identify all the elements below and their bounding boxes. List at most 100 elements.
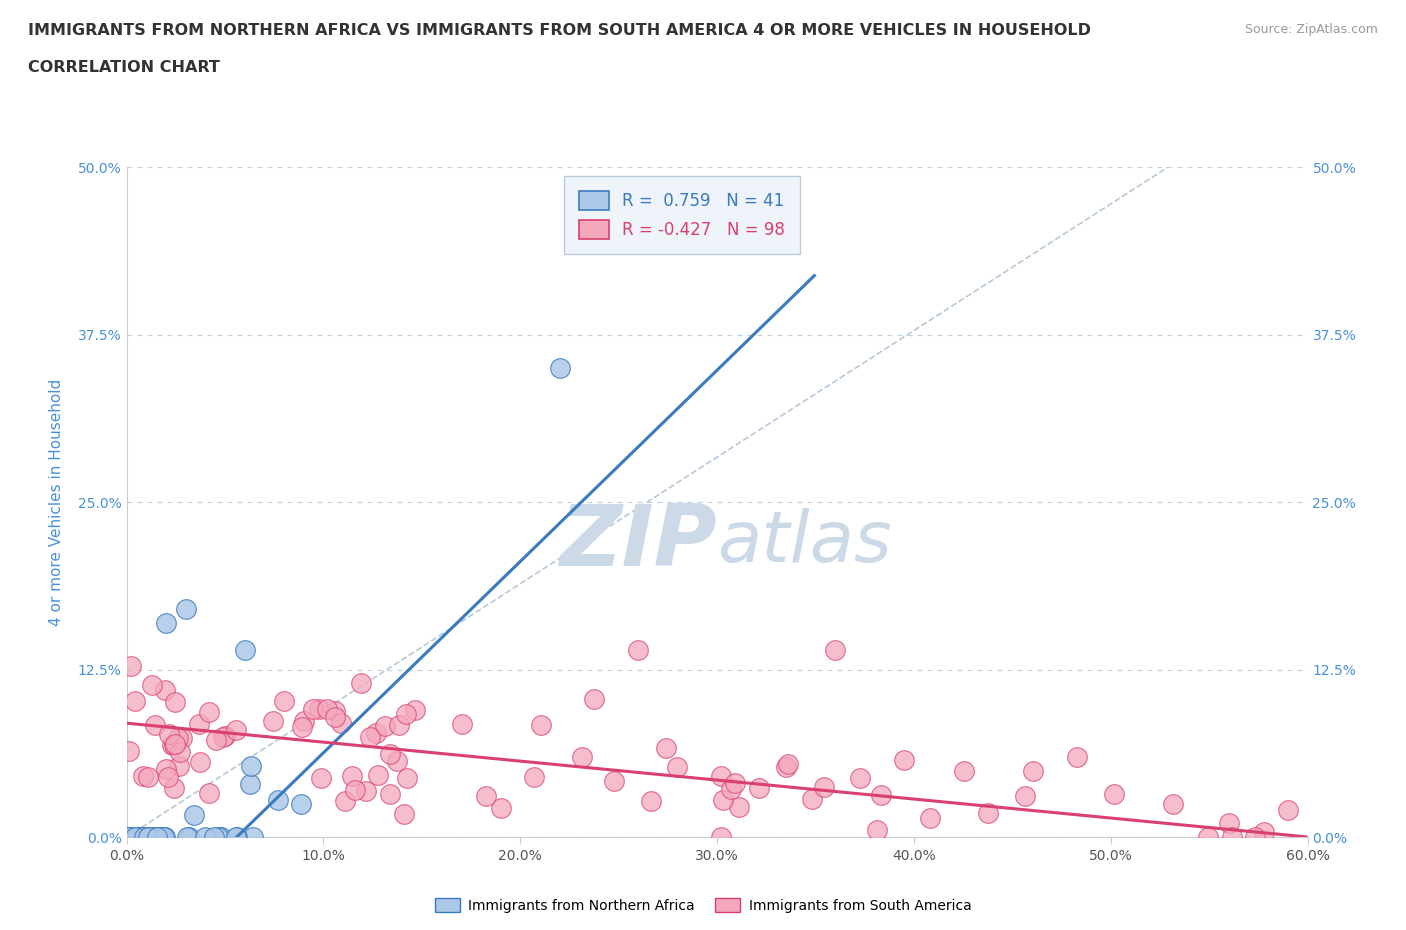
Point — [132, 830, 155, 844]
Point — [603, 774, 626, 789]
Point — [209, 830, 232, 844]
Point — [640, 793, 662, 808]
Point — [367, 767, 389, 782]
Point — [323, 704, 346, 719]
Point — [343, 783, 366, 798]
Point — [170, 730, 193, 745]
Point — [136, 830, 159, 844]
Point — [155, 761, 177, 776]
Point — [124, 830, 146, 844]
Point — [183, 807, 205, 822]
Point — [155, 616, 177, 631]
Point — [893, 752, 915, 767]
Text: CORRELATION CHART: CORRELATION CHART — [28, 60, 219, 75]
Point — [848, 770, 870, 785]
Point — [291, 720, 314, 735]
Point — [813, 779, 835, 794]
Point — [778, 757, 800, 772]
Point — [720, 781, 742, 796]
Point — [176, 830, 198, 844]
Point — [359, 729, 381, 744]
Point — [394, 806, 416, 821]
Point — [134, 830, 156, 844]
Point — [155, 683, 177, 698]
Point — [135, 830, 157, 844]
Point — [188, 754, 211, 769]
Point — [869, 788, 891, 803]
Point — [655, 740, 678, 755]
Text: atlas: atlas — [717, 508, 891, 577]
Point — [977, 805, 1000, 820]
Point — [311, 770, 333, 785]
Point — [194, 830, 217, 844]
Point — [153, 830, 176, 844]
Point — [1218, 816, 1240, 830]
Point — [157, 726, 180, 741]
Point — [1022, 764, 1045, 778]
Point — [1222, 830, 1244, 844]
Legend: R =  0.759   N = 41, R = -0.427   N = 98: R = 0.759 N = 41, R = -0.427 N = 98 — [564, 176, 800, 254]
Point — [380, 787, 402, 802]
Point — [1253, 824, 1275, 839]
Point — [920, 811, 942, 826]
Point — [387, 717, 409, 732]
Point — [571, 750, 593, 764]
Point — [378, 747, 401, 762]
Point — [118, 830, 141, 844]
Point — [710, 768, 733, 783]
Point — [728, 800, 751, 815]
Point — [530, 718, 553, 733]
Point — [135, 830, 157, 844]
Point — [582, 692, 605, 707]
Point — [290, 797, 312, 812]
Point — [395, 707, 418, 722]
Point — [323, 710, 346, 724]
Point — [374, 718, 396, 733]
Point — [364, 726, 387, 741]
Point — [724, 776, 747, 790]
Point — [385, 754, 408, 769]
Point — [711, 792, 734, 807]
Point — [150, 830, 173, 844]
Point — [153, 830, 176, 844]
Point — [207, 830, 229, 844]
Point — [143, 830, 166, 844]
Point — [308, 701, 330, 716]
Point — [198, 786, 221, 801]
Point — [267, 793, 290, 808]
Point — [225, 723, 247, 737]
Point — [163, 737, 186, 751]
Point — [179, 830, 201, 844]
Text: IMMIGRANTS FROM NORTHERN AFRICA VS IMMIGRANTS FROM SOUTH AMERICA 4 OR MORE VEHIC: IMMIGRANTS FROM NORTHERN AFRICA VS IMMIG… — [28, 23, 1091, 38]
Text: Source: ZipAtlas.com: Source: ZipAtlas.com — [1244, 23, 1378, 36]
Point — [118, 743, 141, 758]
Point — [953, 764, 976, 778]
Point — [225, 830, 247, 844]
Text: ZIP: ZIP — [560, 501, 717, 584]
Point — [202, 830, 225, 844]
Point — [775, 760, 797, 775]
Point — [666, 760, 689, 775]
Point — [136, 830, 159, 844]
Point — [647, 180, 669, 195]
Point — [800, 791, 823, 806]
Point — [262, 714, 284, 729]
Point — [349, 676, 371, 691]
Point — [335, 793, 357, 808]
Point — [162, 780, 184, 795]
Point — [1014, 789, 1036, 804]
Point — [710, 830, 733, 844]
Point — [748, 781, 770, 796]
Point — [205, 733, 228, 748]
Point — [548, 361, 571, 376]
Point — [1243, 830, 1265, 844]
Point — [120, 658, 142, 673]
Point — [124, 693, 146, 708]
Point — [491, 800, 513, 815]
Point — [167, 758, 190, 773]
Point — [163, 737, 186, 752]
Point — [132, 769, 155, 784]
Point — [354, 783, 377, 798]
Point — [167, 730, 190, 745]
Y-axis label: 4 or more Vehicles in Household: 4 or more Vehicles in Household — [49, 379, 63, 626]
